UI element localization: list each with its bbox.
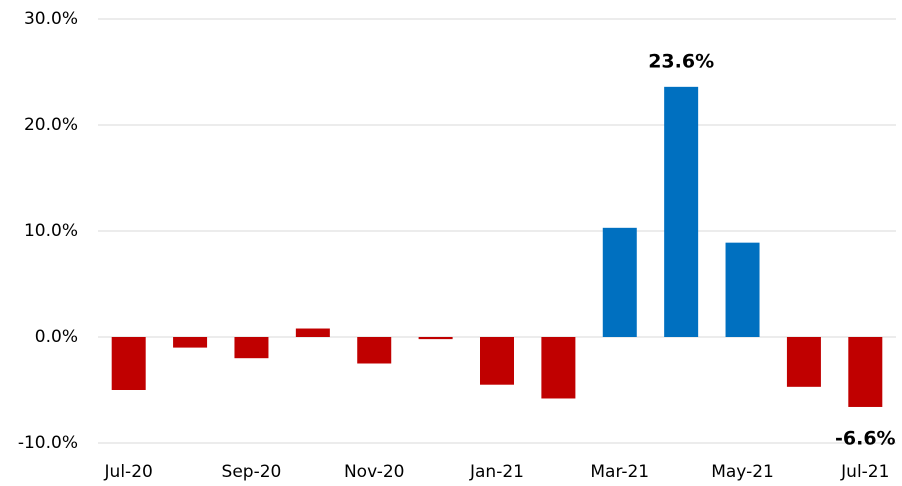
bar xyxy=(418,337,453,340)
bar xyxy=(541,337,576,399)
x-tick-label: Sep-20 xyxy=(222,462,282,482)
bar xyxy=(725,242,760,337)
x-tick-label: Mar-21 xyxy=(590,462,649,482)
data-label: -6.6% xyxy=(835,427,896,449)
bar xyxy=(234,337,269,359)
bar xyxy=(602,227,637,337)
bar xyxy=(173,337,208,348)
data-label: 23.6% xyxy=(648,50,714,72)
x-tick-label: Jul-20 xyxy=(104,462,153,482)
bar xyxy=(295,328,330,337)
x-tick-label: Jul-21 xyxy=(840,462,889,482)
y-tick-label: 0.0% xyxy=(35,327,78,347)
bar xyxy=(111,337,146,390)
bar xyxy=(357,337,392,364)
x-tick-label: Nov-20 xyxy=(344,462,405,482)
y-tick-label: 10.0% xyxy=(24,221,78,241)
bar xyxy=(848,337,883,407)
bar xyxy=(664,86,699,337)
bar xyxy=(786,337,821,387)
y-tick-label: 30.0% xyxy=(24,9,78,29)
y-tick-label: -10.0% xyxy=(18,433,78,453)
x-tick-label: Jan-21 xyxy=(469,462,524,482)
bar xyxy=(480,337,514,385)
x-tick-label: May-21 xyxy=(711,462,774,482)
y-tick-label: 20.0% xyxy=(24,115,78,135)
